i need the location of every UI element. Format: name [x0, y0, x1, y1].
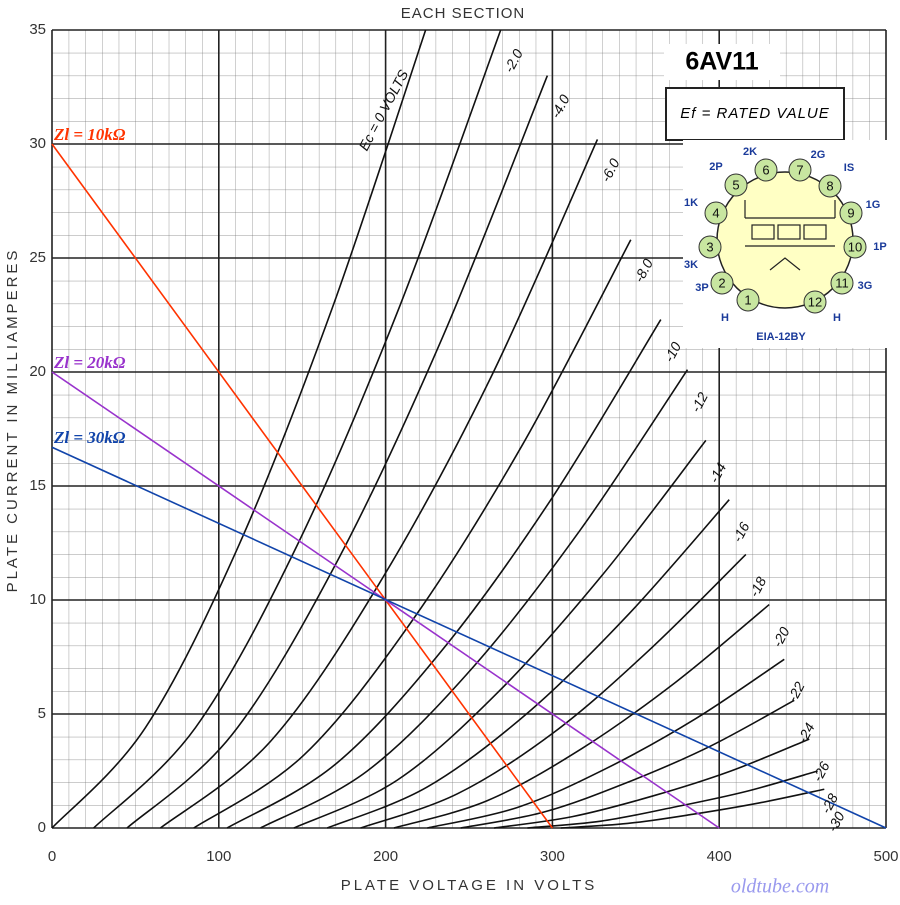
grid-voltage-curve	[460, 699, 795, 829]
y-tick-label: 15	[29, 477, 46, 494]
chart-title: EACH SECTION	[401, 5, 526, 22]
pin-number: 8	[826, 178, 833, 193]
pin	[704, 201, 728, 225]
pin-number: 7	[796, 162, 803, 177]
pin-number: 10	[848, 239, 862, 254]
grid-voltage-curve	[326, 499, 730, 829]
pin	[818, 174, 842, 198]
y-axis-label: PLATE CURRENT IN MILLIAMPERES	[4, 248, 21, 593]
grid-voltage-curve	[126, 75, 549, 829]
x-tick-label: 200	[373, 848, 398, 865]
tube-name: 6AV11	[685, 48, 758, 76]
grid-voltage-curve	[260, 369, 689, 829]
major-grid	[51, 29, 887, 829]
x-tick-label: 300	[540, 848, 565, 865]
x-tick-label: 500	[873, 848, 898, 865]
x-tick-label: 400	[707, 848, 732, 865]
pin	[788, 158, 812, 182]
grid-voltage-curve	[527, 770, 818, 829]
pin-label: 1G	[866, 199, 881, 211]
pin-number: 11	[835, 275, 849, 290]
tube-box	[664, 44, 780, 80]
pin-label: 3K	[684, 259, 698, 271]
pin-label: H	[833, 312, 841, 324]
y-tick-label: 30	[29, 135, 46, 152]
pin-label: 3P	[695, 282, 708, 294]
pin-number: 4	[712, 205, 719, 220]
x-tick-label: 0	[48, 848, 56, 865]
grid-voltage-curve	[226, 319, 662, 829]
pin-label: 2K	[743, 146, 757, 158]
schematic	[744, 200, 836, 271]
pin-number: 6	[762, 162, 769, 177]
pin-label: 3G	[858, 280, 873, 292]
curves	[51, 29, 887, 829]
grid-voltage-curve	[560, 788, 825, 829]
y-tick-label: 10	[29, 591, 46, 608]
x-tick-label: 100	[206, 848, 231, 865]
pin	[754, 158, 778, 182]
watermark: oldtube.com	[731, 876, 829, 898]
pin-number: 2	[718, 275, 725, 290]
pin-number: 5	[732, 177, 739, 192]
y-tick-label: 5	[38, 705, 46, 722]
pin-number: 9	[847, 205, 854, 220]
pin	[803, 290, 827, 314]
pin	[710, 271, 734, 295]
grid-voltage-curve	[360, 553, 747, 829]
pin-label: 1K	[684, 197, 698, 209]
load-line-label: Zl = 30kΩ	[53, 428, 126, 447]
pin-number: 12	[808, 294, 822, 309]
pin-number: 1	[744, 292, 751, 307]
pin-label: IS	[844, 162, 854, 174]
load-line	[51, 446, 887, 829]
grid-voltage-curve	[159, 139, 599, 829]
heater-note: Ef = RATED VALUE	[680, 105, 830, 122]
pin	[724, 173, 748, 197]
grid-voltage-curve	[427, 658, 785, 829]
load-line-label: Zl = 10kΩ	[53, 125, 126, 144]
base-diagram: 1 H 2 3P 3 3K 4 1K 5 2P 6 2K 7 2G 8 IS 9 1G 10 1P 11 3G 12 H	[683, 140, 888, 348]
load-line	[51, 143, 554, 829]
y-tick-label: 20	[29, 363, 46, 380]
x-axis-label: PLATE VOLTAGE IN VOLTS	[341, 877, 598, 894]
y-tick-label: 25	[29, 249, 46, 266]
pin-label: 2G	[811, 149, 826, 161]
load-line-label: Zl = 20kΩ	[53, 353, 126, 372]
grid-voltage-curve	[493, 738, 810, 829]
pin-label: H	[721, 312, 729, 324]
pin	[698, 235, 722, 259]
note-box	[665, 87, 845, 141]
pin	[736, 288, 760, 312]
y-tick-label: 35	[29, 21, 46, 38]
y-tick-label: 0	[38, 819, 46, 836]
base-name: EIA-12BY	[756, 331, 806, 343]
pin	[839, 201, 863, 225]
grid-voltage-curve	[51, 29, 427, 829]
grid-voltage-curve	[93, 29, 502, 829]
pin-label: 1P	[873, 241, 886, 253]
pin-number: 3	[706, 239, 713, 254]
pin	[843, 235, 867, 259]
grid-voltage-curve	[193, 239, 632, 829]
grid-voltage-curve	[393, 603, 770, 829]
pin	[830, 271, 854, 295]
pin-label: 2P	[709, 161, 722, 173]
